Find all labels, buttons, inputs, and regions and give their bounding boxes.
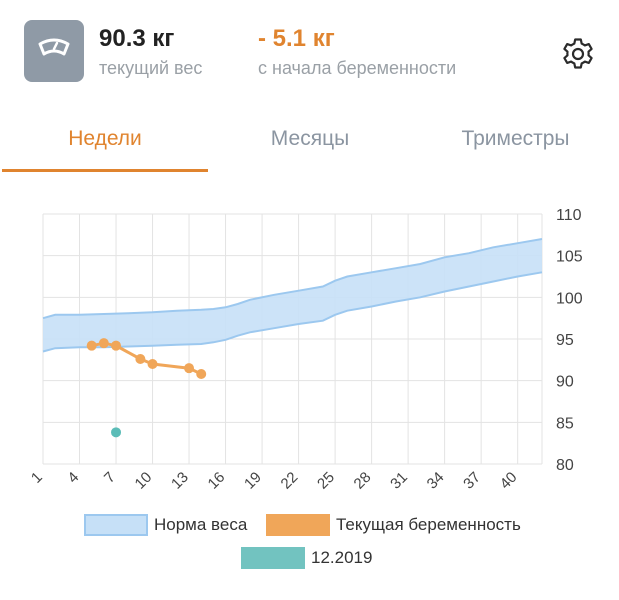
legend-swatch-current	[266, 514, 330, 536]
x-tick-label: 16	[205, 469, 229, 493]
x-tick-label: 40	[497, 469, 521, 493]
y-tick-label: 90	[556, 374, 574, 391]
y-tick-label: 100	[556, 290, 583, 307]
current-pregnancy-point	[147, 359, 158, 369]
legend-label-norm: Норма веса	[154, 515, 248, 534]
current-pregnancy-point	[111, 340, 122, 351]
current-pregnancy-point	[98, 338, 109, 349]
tab-months[interactable]: Месяцы	[270, 127, 350, 150]
weight-change-value: - 5.1 кг	[258, 25, 335, 52]
x-tick-label: 10	[132, 469, 156, 493]
weight-change: - 5.1 кг с начала беременности	[258, 24, 456, 80]
legend-item-past: 12.2019	[241, 547, 372, 569]
x-tick-label: 13	[168, 469, 192, 493]
y-tick-label: 110	[556, 207, 582, 224]
x-tick-label: 1	[28, 469, 46, 487]
norm-band-upper	[42, 238, 543, 320]
weight-chart: 1 4 7 10 13 16 19 22 25 28 31 34 37 40 80 85 90 95 100 105…	[0, 200, 619, 510]
gear-icon[interactable]	[561, 37, 595, 71]
legend-item-current: Текущая беременность	[266, 514, 521, 536]
weight-chart-svg: 1 4 7 10 13 16 19 22 25 28 31 34 37 40 80 85 90 95 100 105…	[28, 207, 583, 493]
current-pregnancy-point	[184, 363, 195, 374]
scale-glyph	[38, 38, 70, 56]
chart-legend: Норма веса Текущая беременность 12.2019	[0, 510, 619, 590]
y-tick-label: 95	[556, 332, 574, 349]
current-weight-label: текущий вес	[99, 58, 203, 78]
current-weight-value: 90.3 кг	[99, 25, 175, 52]
period-tabs: Недели Месяцы Триместры	[0, 110, 619, 172]
tab-trimesters[interactable]: Триместры	[461, 127, 570, 150]
x-tick-label: 7	[101, 469, 119, 487]
current-pregnancy-point	[196, 369, 207, 379]
current-pregnancy-point	[135, 354, 146, 364]
norm-band-lower	[42, 271, 543, 353]
scale-icon	[24, 20, 84, 82]
tab-weeks[interactable]: Недели	[68, 127, 142, 150]
norm-band-area	[43, 239, 542, 352]
current-pregnancy-point	[86, 340, 97, 351]
x-tick-label: 28	[351, 469, 375, 493]
x-tick-label: 25	[314, 469, 338, 493]
summary-header: 90.3 кг текущий вес - 5.1 кг с начала бе…	[0, 0, 619, 100]
x-tick-label: 31	[387, 469, 411, 493]
x-tick-label: 34	[424, 469, 448, 493]
y-tick-label: 80	[556, 457, 574, 474]
legend-swatch-norm	[84, 514, 148, 536]
x-tick-label: 37	[460, 469, 484, 493]
active-tab-indicator	[2, 169, 208, 172]
current-weight: 90.3 кг текущий вес	[99, 24, 202, 80]
legend-swatch-past	[241, 547, 305, 569]
legend-item-norm: Норма веса	[84, 514, 247, 536]
weight-change-label: с начала беременности	[258, 58, 457, 78]
y-tick-label: 85	[556, 415, 574, 432]
x-tick-label: 19	[241, 469, 265, 493]
y-tick-label: 105	[556, 249, 583, 266]
legend-label-past: 12.2019	[311, 548, 373, 567]
x-tick-label: 22	[278, 469, 302, 493]
legend-label-current: Текущая беременность	[336, 515, 521, 534]
past-pregnancy-point	[111, 427, 122, 438]
x-tick-label: 4	[64, 469, 82, 487]
